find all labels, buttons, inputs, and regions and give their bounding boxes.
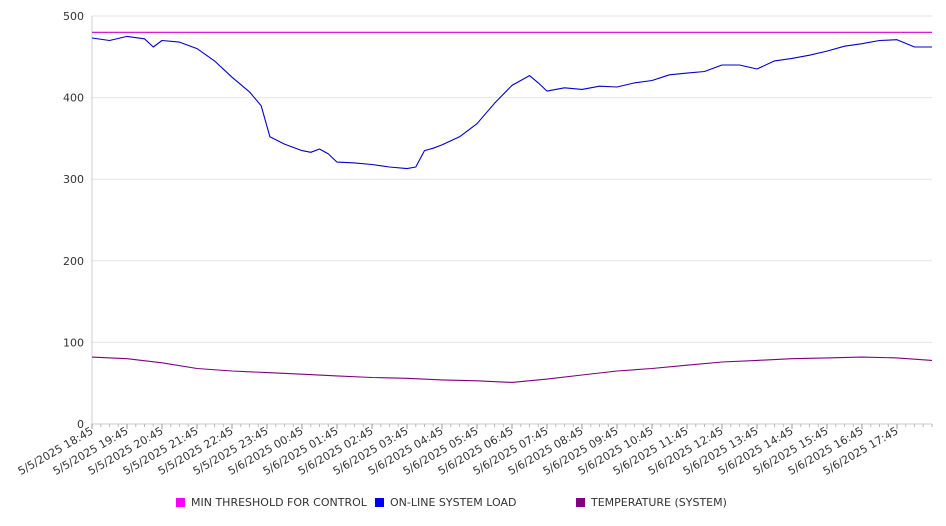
x-tick-labels: 5/5/2025 18:455/5/2025 19:455/5/2025 20:…: [16, 424, 901, 478]
legend-item-system-load: ON-LINE SYSTEM LOAD: [375, 496, 516, 509]
legend-label-min-threshold: MIN THRESHOLD FOR CONTROL: [191, 496, 367, 509]
y-tick-label: 500: [63, 10, 84, 23]
legend-swatch-system-load: [375, 498, 384, 507]
y-tick-label: 400: [63, 92, 84, 105]
legend-label-temperature: TEMPERATURE (SYSTEM): [591, 496, 727, 509]
legend-swatch-temperature: [576, 498, 585, 507]
y-tick-labels: 0 100 200 300 400 500: [63, 10, 84, 431]
axes: [91, 16, 932, 425]
series-lines: [91, 31, 933, 383]
series-line-system-load: [91, 35, 932, 170]
legend-item-temperature: TEMPERATURE (SYSTEM): [576, 496, 727, 509]
y-tick-label: 100: [63, 336, 84, 349]
legend-item-min-threshold: MIN THRESHOLD FOR CONTROL: [176, 496, 367, 509]
series-line-temperature: [91, 356, 933, 383]
y-tick-label: 300: [63, 173, 84, 186]
y-tick-label: 200: [63, 255, 84, 268]
legend: MIN THRESHOLD FOR CONTROL ON-LINE SYSTEM…: [0, 496, 946, 516]
y-tick-label: 0: [77, 418, 84, 431]
y-grid-lines: [92, 15, 932, 343]
legend-swatch-min-threshold: [176, 498, 185, 507]
legend-label-system-load: ON-LINE SYSTEM LOAD: [390, 496, 517, 509]
